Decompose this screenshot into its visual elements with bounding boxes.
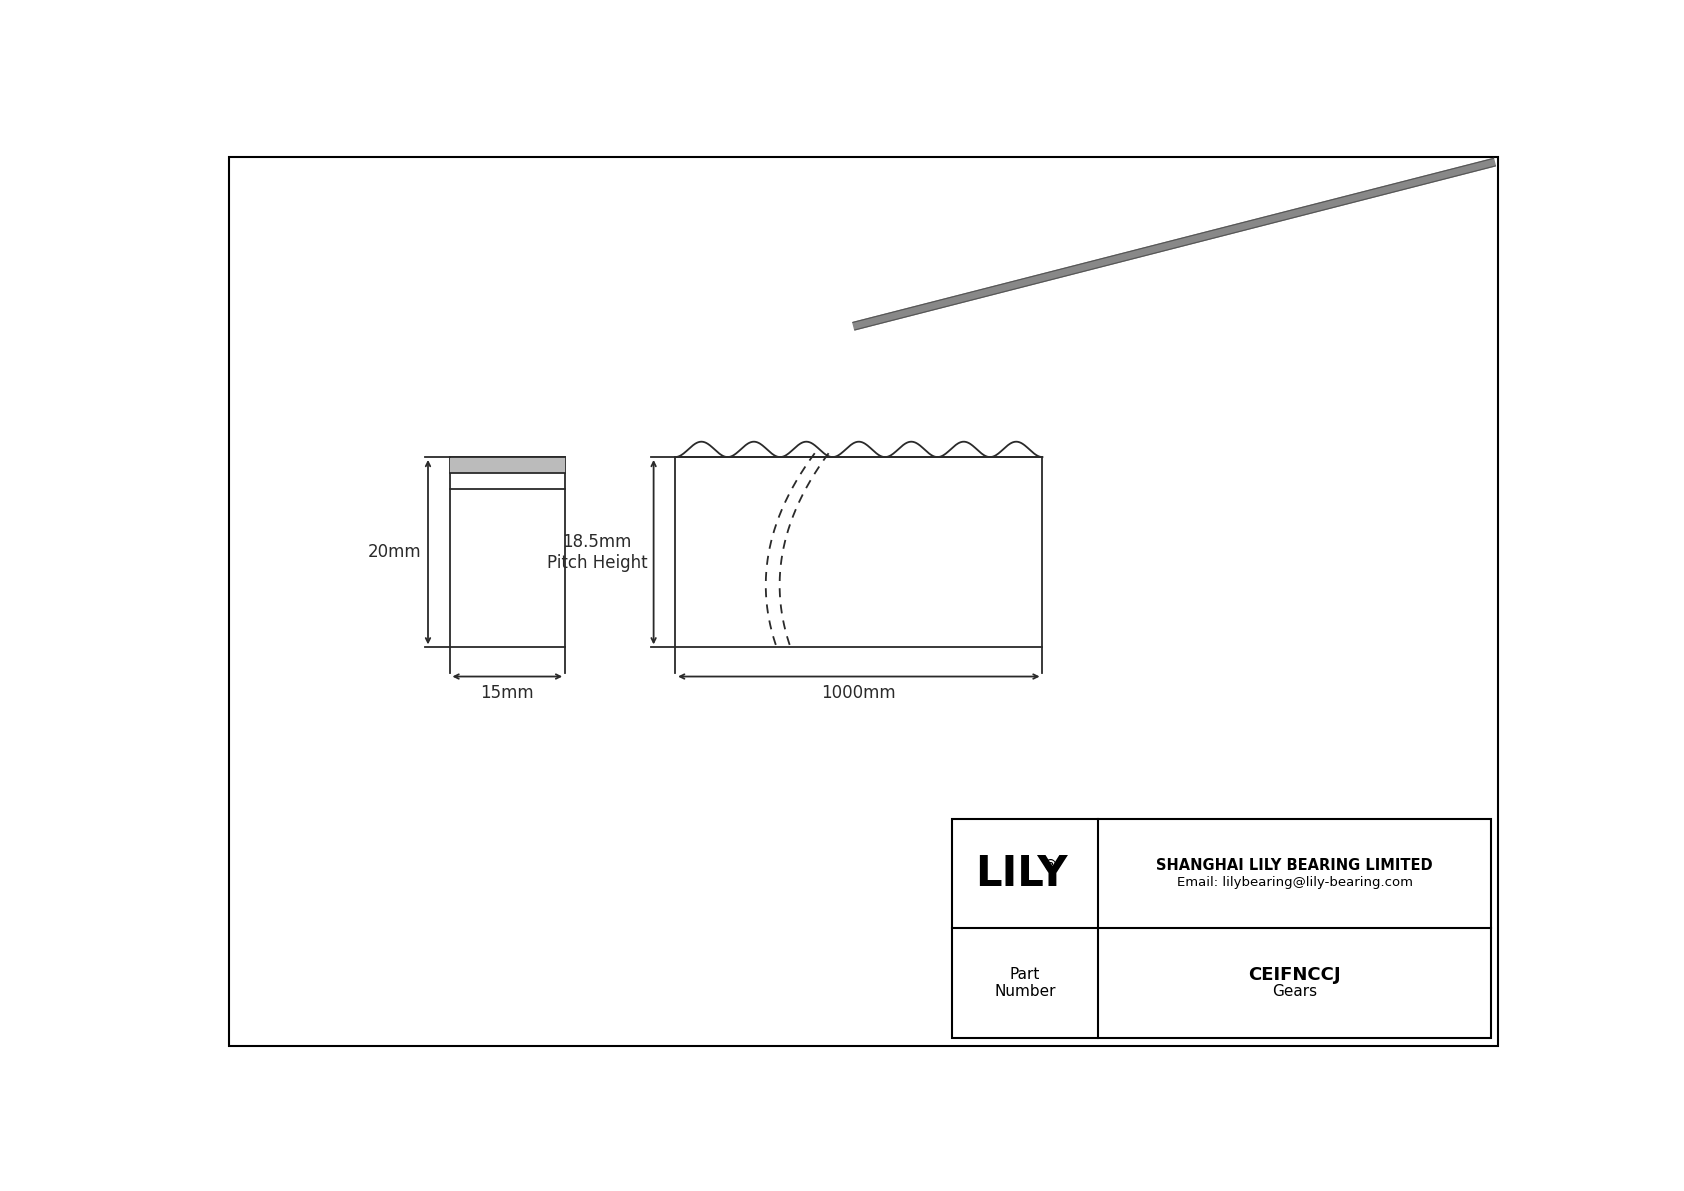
- Text: 20mm: 20mm: [369, 543, 421, 561]
- Text: Gears: Gears: [1271, 984, 1317, 999]
- Text: CEIFNCCJ: CEIFNCCJ: [1248, 966, 1340, 984]
- Text: LILY: LILY: [975, 853, 1068, 894]
- Text: Email: lilybearing@lily-bearing.com: Email: lilybearing@lily-bearing.com: [1177, 875, 1413, 888]
- Bar: [450, 457, 566, 473]
- Text: SHANGHAI LILY BEARING LIMITED: SHANGHAI LILY BEARING LIMITED: [1157, 858, 1433, 873]
- Text: 1000mm: 1000mm: [822, 685, 896, 703]
- Text: 15mm: 15mm: [480, 685, 534, 703]
- Text: 18.5mm
Pitch Height: 18.5mm Pitch Height: [547, 532, 647, 572]
- Bar: [450, 457, 566, 647]
- Text: Part
Number: Part Number: [994, 967, 1056, 999]
- Text: ®: ®: [1042, 859, 1058, 873]
- Bar: [953, 819, 1492, 1037]
- Bar: [675, 457, 1042, 647]
- Polygon shape: [852, 158, 1495, 330]
